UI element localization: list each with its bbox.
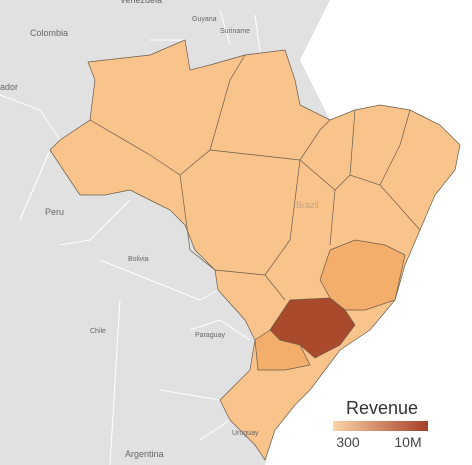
- country-label: Argentina: [125, 449, 164, 459]
- country-label: Uruguay: [232, 430, 259, 437]
- country-label: Brazil: [296, 200, 319, 210]
- region-top: [269, 297, 356, 359]
- region-mid: [319, 239, 406, 311]
- country-label: Paraguay: [195, 332, 225, 339]
- country-label: Peru: [45, 207, 64, 217]
- country-label: Bolivia: [128, 256, 149, 263]
- legend-tick-label: 300: [336, 434, 360, 450]
- region-base: [49, 39, 461, 461]
- country-label: Chile: [90, 328, 106, 335]
- country-label: Suriname: [220, 28, 250, 35]
- legend-title: Revenue: [346, 398, 418, 418]
- country-label: ador: [0, 82, 18, 92]
- country-borders: [0, 9, 261, 465]
- state-borders: [89, 54, 421, 301]
- country-label: Venezuela: [120, 0, 162, 5]
- country-label: Guyana: [192, 16, 217, 23]
- legend-gradient: [333, 421, 428, 431]
- legend-tick-label: 10M: [394, 434, 421, 450]
- country-label: Colombia: [30, 28, 68, 38]
